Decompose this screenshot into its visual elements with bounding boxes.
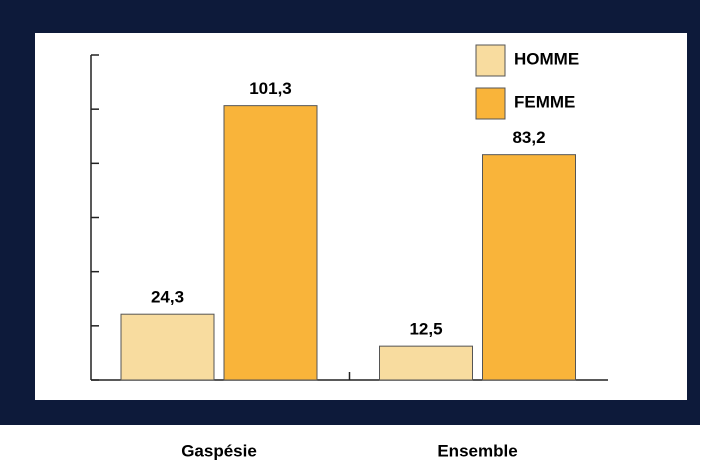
x-tick-label: Gaspésie (181, 441, 257, 460)
legend-swatch (475, 44, 506, 77)
bar (223, 105, 318, 381)
value-label: 24,3 (151, 288, 184, 307)
value-label: 101,3 (249, 79, 292, 98)
bar (482, 154, 576, 381)
bar (379, 345, 473, 381)
value-label: 12,5 (409, 320, 442, 339)
legend-label: HOMME (514, 49, 579, 68)
bar (120, 313, 215, 381)
value-label: 83,2 (512, 128, 545, 147)
legend-label: FEMME (514, 92, 575, 111)
legend-swatch (475, 87, 506, 120)
x-tick-label: Ensemble (437, 441, 517, 460)
